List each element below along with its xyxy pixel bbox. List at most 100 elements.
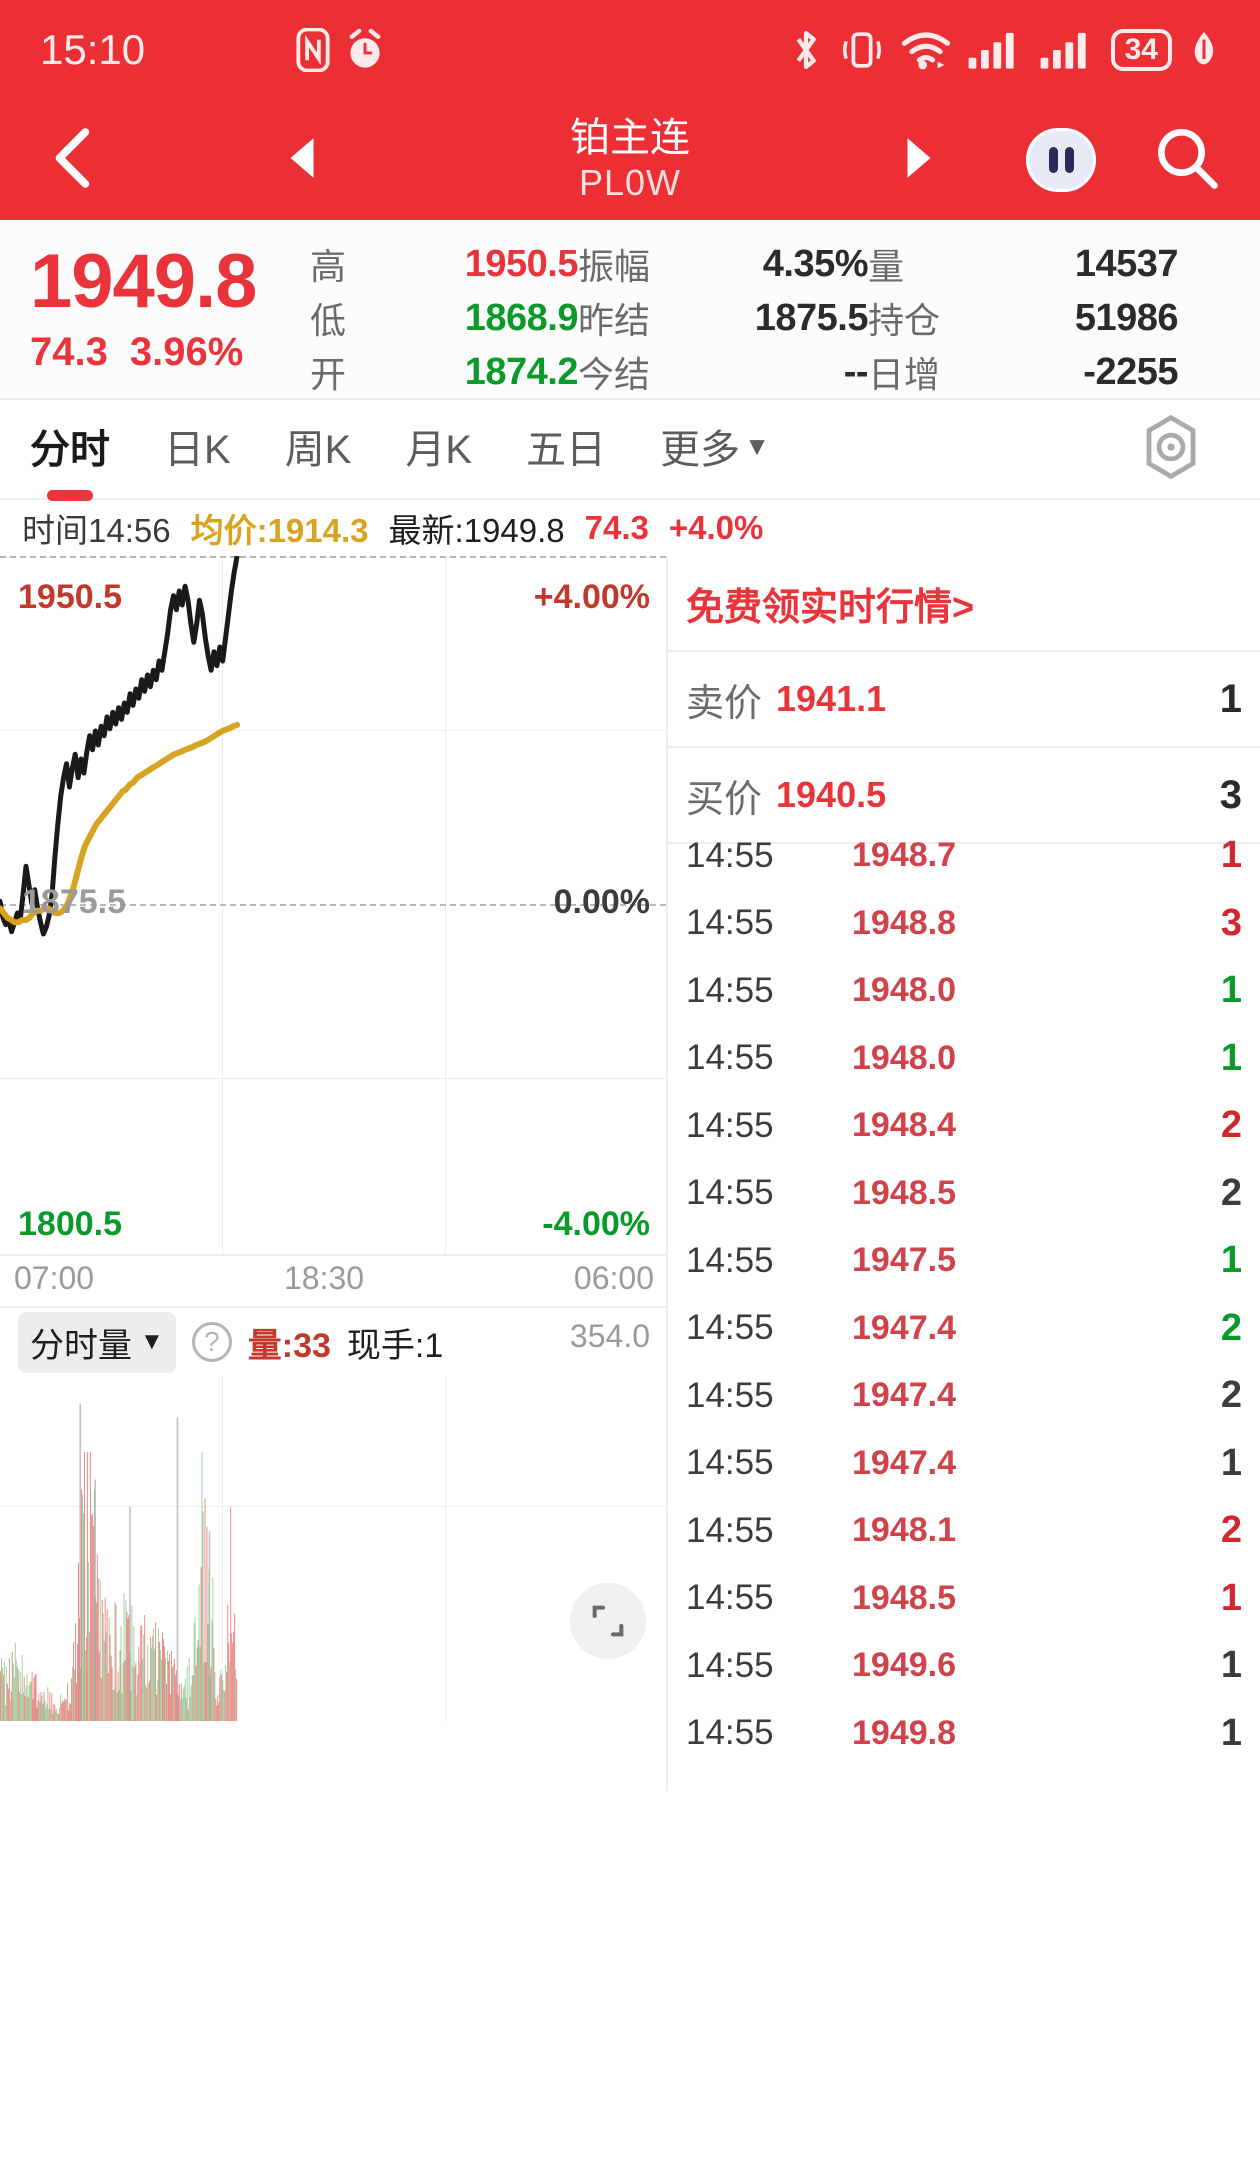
volume-panel-header: 分时量 ▼ ? 量:33 现手:1 354.0 — [0, 1308, 666, 1376]
bid-price: 1940.5 — [776, 774, 887, 815]
tick-price: 1947.4 — [852, 1308, 956, 1347]
tick-row[interactable]: 14:55 1948.0 1 — [668, 957, 1260, 1025]
quote-label-today-settle: 今结 — [578, 354, 651, 395]
tab-more[interactable]: 更多 ▼ — [660, 417, 770, 481]
grid-line-horizontal — [0, 1506, 666, 1507]
chart-pct-bottom-label: -4.00% — [542, 1205, 650, 1243]
intraday-info-strip: 时间14:56 均价:1914.3 最新:1949.8 74.3 +4.0% — [0, 500, 1260, 556]
tick-qty: 3 — [1220, 901, 1242, 944]
quote-label-daily-change: 日增 — [868, 354, 941, 395]
chart-settings-button[interactable] — [1138, 414, 1230, 485]
tick-price: 1947.4 — [852, 1376, 956, 1415]
tick-row[interactable]: 14:55 1948.1 2 — [668, 1497, 1260, 1565]
tick-row[interactable]: 14:55 1948.7 1 — [668, 822, 1260, 890]
tick-time: 14:55 — [686, 1105, 774, 1145]
tick-time: 14:55 — [686, 1645, 774, 1685]
tick-time: 14:55 — [686, 1443, 774, 1483]
chart-tab-bar: 分时 日K 周K 月K 五日 更多 ▼ — [0, 400, 1260, 500]
quote-panel: 1949.8 74.3 3.96% 高 1950.5 振幅 4.35% 量 14… — [0, 220, 1260, 400]
volume-max-label: 354.0 — [569, 1318, 650, 1354]
tab-weekly-k[interactable]: 周K — [284, 428, 352, 472]
tick-price: 1948.5 — [852, 1173, 956, 1212]
tab-intraday[interactable]: 分时 — [30, 417, 110, 481]
tab-monthly-k[interactable]: 月K — [405, 428, 473, 472]
x-tick-start: 07:00 — [14, 1260, 95, 1296]
tick-row[interactable]: 14:55 1947.4 2 — [668, 1362, 1260, 1430]
tick-time: 14:55 — [686, 1375, 774, 1415]
next-symbol-button[interactable] — [902, 135, 936, 186]
tick-row[interactable]: 14:55 1948.5 1 — [668, 1565, 1260, 1633]
tick-price: 1948.5 — [852, 1578, 956, 1617]
power-saving-icon — [1188, 29, 1220, 71]
search-icon[interactable] — [1154, 125, 1220, 196]
signal-icon-1 — [967, 29, 1023, 71]
tick-qty: 1 — [1220, 1711, 1242, 1754]
chart-x-axis: 07:00 18:30 06:00 — [0, 1256, 666, 1308]
tick-time: 14:55 — [686, 1173, 774, 1213]
bid-row[interactable]: 买价 1940.5 3 — [668, 748, 1260, 844]
volume-total: 量:33 — [247, 1326, 331, 1365]
tick-row[interactable]: 14:55 1948.8 3 — [668, 890, 1260, 958]
quote-value-amplitude: 4.35% — [762, 242, 869, 285]
tick-time: 14:55 — [686, 1578, 774, 1618]
back-chevron-icon — [48, 127, 102, 194]
promo-banner[interactable]: 免费领实时行情> — [668, 556, 1260, 652]
volume-indicator-selector[interactable]: 分时量 ▼ — [18, 1311, 176, 1373]
tick-row[interactable]: 14:55 1947.5 1 — [668, 1227, 1260, 1295]
robot-eye-left — [1048, 147, 1058, 173]
chevron-down-icon: ▼ — [140, 1328, 164, 1355]
quote-value-low: 1868.9 — [464, 296, 579, 339]
tick-row[interactable]: 14:55 1949.8 1 — [668, 1700, 1260, 1768]
tick-qty: 2 — [1220, 1306, 1242, 1349]
app-header: 铂主连 PL0W — [0, 100, 1260, 220]
bluetooth-icon — [789, 27, 823, 73]
expand-fullscreen-icon[interactable] — [570, 1583, 646, 1659]
volume-chart[interactable] — [0, 1376, 666, 1721]
quote-value-volume: 14537 — [1074, 242, 1179, 285]
tick-qty: 1 — [1220, 1441, 1242, 1484]
ask-price: 1941.1 — [776, 678, 887, 719]
tick-row[interactable]: 14:55 1947.4 2 — [668, 1295, 1260, 1363]
info-average-price: 均价:1914.3 — [190, 512, 369, 549]
tick-row[interactable]: 14:55 1948.5 2 — [668, 1160, 1260, 1228]
prev-symbol-button[interactable] — [285, 135, 319, 186]
tab-five-day[interactable]: 五日 — [526, 428, 607, 472]
tab-daily-k[interactable]: 日K — [164, 428, 231, 472]
tick-qty: 2 — [1220, 1104, 1242, 1147]
grid-line-horizontal — [0, 730, 666, 731]
chart-pct-mid-label: 0.00% — [553, 883, 650, 921]
info-change-pct: +4.0% — [668, 509, 764, 546]
price-chart[interactable]: 1950.5 +4.00% 1875.5 0.00% 1800.5 -4.00% — [0, 556, 666, 1256]
status-clock: 15:10 — [40, 26, 146, 73]
price-change-row: 74.3 3.96% — [30, 330, 310, 375]
tick-qty: 1 — [1220, 969, 1242, 1012]
quote-value-open: 1874.2 — [464, 350, 579, 393]
back-button[interactable] — [40, 127, 110, 194]
trade-tick-list[interactable]: 14:55 1948.7 1 14:55 1948.8 3 14:55 1948.0 1 14:5… — [668, 822, 1260, 1767]
tick-time: 14:55 — [686, 1038, 774, 1078]
tick-row[interactable]: 14:55 1948.4 2 — [668, 1092, 1260, 1160]
tick-qty: 1 — [1220, 1036, 1242, 1079]
quote-fields-grid: 高 1950.5 振幅 4.35% 量 14537 低 1868.9 昨结 18… — [310, 238, 1260, 398]
grid-line-baseline-dashed — [0, 904, 666, 906]
tick-row[interactable]: 14:55 1947.4 1 — [668, 1430, 1260, 1498]
robot-assistant-icon[interactable] — [1026, 128, 1096, 192]
chart-column: 1950.5 +4.00% 1875.5 0.00% 1800.5 -4.00%… — [0, 556, 668, 1791]
chart-high-label: 1950.5 — [18, 578, 122, 616]
ask-row[interactable]: 卖价 1941.1 1 — [668, 652, 1260, 748]
tick-price: 1948.8 — [852, 903, 956, 942]
question-mark-icon[interactable]: ? — [191, 1322, 232, 1362]
quote-label-low: 低 — [310, 300, 347, 341]
tick-row[interactable]: 14:55 1948.0 1 — [668, 1025, 1260, 1093]
status-bar: 15:10 34 — [0, 0, 1260, 100]
info-latest-price: 最新:1949.8 — [388, 512, 565, 549]
battery-icon: 34 — [1110, 29, 1172, 71]
chart-baseline-label: 1875.5 — [22, 883, 126, 921]
nfc-icon — [295, 28, 331, 72]
tick-row[interactable]: 14:55 1949.6 1 — [668, 1632, 1260, 1700]
robot-eye-right — [1064, 147, 1074, 173]
quote-value-daily-change: -2255 — [1083, 350, 1178, 393]
grid-line-top-dashed — [0, 556, 666, 558]
grid-line-horizontal — [0, 1078, 666, 1079]
tab-more-label: 更多 — [660, 428, 741, 472]
